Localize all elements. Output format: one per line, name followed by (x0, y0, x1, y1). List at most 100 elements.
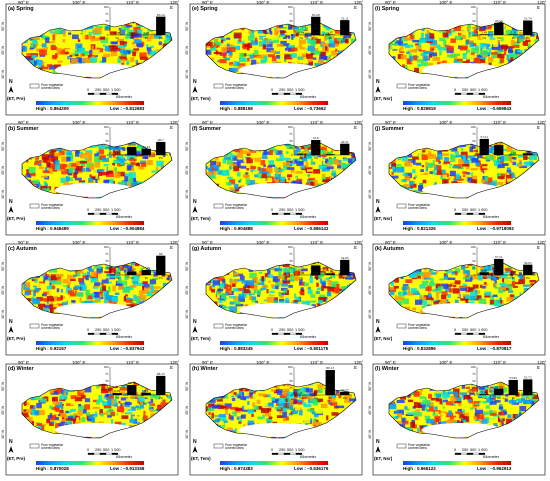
inset-category-label: Ns (482, 36, 486, 40)
inset-value-label: 0.54 (114, 271, 120, 275)
inset-ytick-label: 0 (474, 273, 476, 277)
scale-unit-label: Kilometer (116, 95, 133, 99)
north-label: N (9, 79, 13, 85)
country-outline (21, 381, 173, 439)
legend-low: Low : −0.904884 (110, 226, 145, 231)
inset-ytick-label: 25 (289, 146, 293, 150)
latitude-label: 45° N (185, 286, 189, 295)
inset-ytick-label: 0 (107, 153, 109, 157)
longitude-label: 100° E (72, 0, 86, 5)
inset-value-label: 53.11 (341, 16, 349, 20)
scale-unit-label: Kilometer (483, 95, 500, 99)
scale-bar (454, 332, 486, 335)
country-outline (388, 21, 540, 79)
panel-label: (f) Summer (192, 126, 222, 132)
inset-bar (127, 146, 137, 155)
scale-tick-label: 500 (103, 88, 110, 92)
scale-tick-label: 1 000 (111, 88, 121, 92)
inset-ytick-label: 0 (474, 393, 476, 397)
panel-label: (b) Summer (8, 126, 39, 132)
longitude-label: 110° E (310, 0, 324, 5)
legend-high: High : 0.864209 (36, 106, 69, 111)
north-label: N (376, 439, 380, 445)
legend-title: (ET, Nsr) (374, 456, 393, 461)
inset-category-label: Pn (343, 396, 347, 400)
longitude-label: 110° E (126, 360, 140, 365)
latitude-label: 45° N (368, 166, 372, 175)
inset-value-label: 7.05 (114, 389, 120, 393)
inset-value-label: 51.74 (524, 17, 532, 21)
scale-tick-label: 1 000 (478, 328, 488, 332)
legend-low: Low : −0.886142 (294, 226, 329, 231)
inset-value-label: 29.09 (128, 143, 136, 147)
scale-tick-label: 0 (454, 88, 457, 92)
longitude-label: 110° E (493, 0, 507, 5)
panel-label: (l) Winter (375, 366, 399, 372)
inset-ytick-label: 75 (289, 372, 293, 376)
inset-ytick-label: 100 (287, 5, 292, 9)
scale-tick-label: 250 (279, 448, 286, 452)
scale-tick-label: 1 000 (111, 448, 121, 452)
scale-unit-label: Kilometer (116, 455, 133, 459)
inset-value-label: 2.43 (481, 31, 487, 35)
latitude-label: 45° N (185, 406, 189, 415)
north-arrow-icon (8, 206, 14, 213)
scale-tick-label: 250 (95, 88, 102, 92)
inset-ytick-label: 50 (105, 379, 109, 383)
legend-low: Low : −0.870817 (477, 346, 512, 351)
poor-vegetation-note: Poor vegetation covered area (408, 442, 431, 451)
scale-tick-label: 500 (470, 88, 477, 92)
map-panel: 100 75 50 25 0 2.96 Ns 22.93 Sn 53.62 Ps 55.72 Pn (l)… (367, 360, 550, 480)
country-outline (388, 261, 540, 319)
inset-ytick-label: 50 (289, 139, 293, 143)
legend-title: (ET, Pre) (7, 336, 26, 341)
latitude-label: 50° N (368, 22, 372, 31)
poor-vegetation-note: Poor vegetation covered area (225, 322, 248, 331)
legend-high: High : 0.832896 (403, 346, 436, 351)
poor-vegetation-note: Poor vegetation covered area (408, 322, 431, 331)
inset-category-label: Sn (497, 156, 501, 160)
inset-value-label: 17.79 (142, 266, 150, 270)
inset-bar (523, 379, 533, 395)
scale-tick-label: 0 (87, 208, 90, 212)
longitude-label: 110° E (310, 120, 324, 125)
legend-high: High : 0.92157 (36, 346, 67, 351)
inset-ytick-label: 25 (105, 26, 109, 30)
scale-unit-label: Kilometer (483, 455, 500, 459)
inset-category-label: Ns (115, 396, 119, 400)
legend-low: Low : −0.659843 (477, 106, 512, 111)
inset-ytick-label: 0 (291, 393, 293, 397)
color-ramp (220, 341, 328, 345)
inset-bar (112, 393, 122, 395)
longitude-label: 110° E (493, 240, 507, 245)
longitude-label: 90° E (202, 0, 214, 5)
latitude-label: 45° N (368, 406, 372, 415)
inset-value-label: 9.89 (481, 268, 487, 272)
map-panel: 100 75 50 25 0 2.43 Ns 43.54 Sn 2.39 Ps 51.74 Pn (i) … (367, 0, 550, 120)
legend-low: Low : −0.73662 (294, 106, 326, 111)
poor-vegetation-legend-box (213, 83, 224, 89)
longitude-label: 120° E (354, 0, 364, 10)
inset-bar (479, 272, 489, 275)
inset-category-label: Ns (115, 156, 119, 160)
scale-tick-label: 0 (87, 88, 90, 92)
longitude-label: 90° E (18, 0, 30, 5)
longitude-label: 90° E (202, 360, 214, 365)
color-ramp (36, 341, 144, 345)
inset-ytick-label: 25 (289, 386, 293, 390)
longitude-label: 100° E (72, 120, 86, 125)
north-label: N (193, 319, 197, 325)
inset-value-label: 54.05 (341, 256, 349, 260)
inset-value-label: 89.13 (326, 366, 334, 370)
inset-value-label: 1.28 (143, 31, 149, 35)
longitude-label: 100° E (439, 0, 453, 5)
inset-bar (127, 384, 137, 395)
inset-category-label: Ps (329, 156, 333, 160)
north-label: N (9, 199, 13, 205)
longitude-label: 110° E (126, 120, 140, 125)
legend-low: Low : −0.812683 (110, 106, 145, 111)
longitude-label: 120° E (537, 0, 547, 10)
inset-ytick-label: 50 (105, 139, 109, 143)
